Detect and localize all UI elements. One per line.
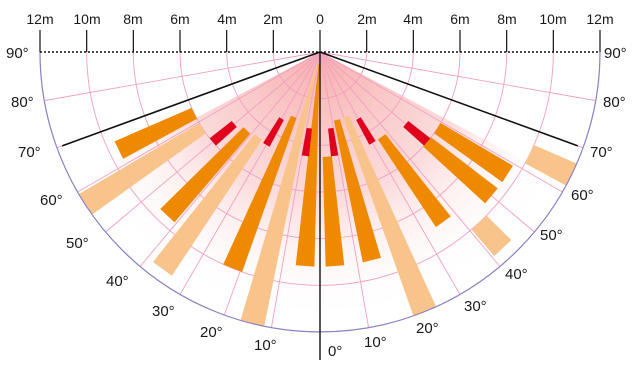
angle-label-right: 60°: [571, 187, 594, 204]
distance-label: 4m: [403, 11, 422, 27]
distance-label: 4m: [217, 11, 236, 27]
angle-label-left: 20°: [200, 324, 223, 341]
angle-labels-left: 90° 80° 70° 60° 50° 40° 30° 20° 10°: [6, 45, 277, 354]
distance-label: 6m: [170, 11, 189, 27]
detection-zone-far: [240, 63, 318, 327]
angle-label-left: 70°: [18, 144, 41, 161]
detection-zone-far: [471, 215, 512, 257]
detection-zone-far: [525, 145, 577, 186]
angle-label-bottom: 0°: [328, 343, 342, 360]
detection-zone-mid: [114, 107, 197, 159]
angle-grid-ray: [319, 51, 501, 267]
distance-label: 8m: [123, 11, 142, 27]
detection-zone-mid: [423, 137, 498, 204]
detection-zone-far: [152, 134, 263, 276]
detection-zone-far: [78, 123, 207, 215]
angle-grid-ray: [319, 51, 370, 328]
distance-label: 2m: [263, 11, 282, 27]
distance-label: 10m: [73, 11, 100, 27]
angle-label-right: 10°: [364, 334, 387, 351]
angle-label-right: 40°: [505, 266, 528, 283]
angle-grid-ray: [270, 51, 321, 328]
detection-zone-near: [356, 117, 376, 145]
distance-label: 6m: [450, 11, 469, 27]
angle-grid-ray: [319, 51, 596, 102]
distance-label: 8m: [497, 11, 516, 27]
distance-label: 0: [316, 11, 324, 27]
angle-labels-right: 90° 80° 70° 60° 50° 40° 30° 20° 10°: [364, 45, 627, 351]
detection-zone-near: [301, 127, 312, 157]
distance-label: 12m: [586, 11, 613, 27]
angle-label-left: 10°: [254, 337, 277, 354]
angle-grid-ray: [44, 51, 321, 102]
angle-grid-ray: [179, 51, 321, 295]
angle-label-left: 90°: [6, 45, 29, 62]
angle-label-right: 90°: [604, 45, 627, 62]
angle-label-right: 30°: [464, 298, 487, 315]
angle-grid-ray: [139, 51, 321, 267]
detection-zone-near: [209, 120, 237, 146]
detection-zone-mid: [333, 119, 381, 263]
detection-zone-mid: [223, 115, 297, 272]
angle-label-left: 60°: [40, 192, 63, 209]
distance-label: 10m: [539, 11, 566, 27]
angle-label-right: 20°: [416, 320, 439, 337]
distance-label: 12m: [26, 11, 53, 27]
detection-zone-near: [263, 117, 284, 147]
angle-grid-ray: [319, 51, 461, 295]
distance-labels: 12m 10m 8m 6m 4m 2m 0 2m 4m 6m 8m 10m 12…: [26, 11, 613, 27]
angle-label-left: 50°: [66, 235, 89, 252]
boundary-line-left: [61, 51, 321, 147]
detection-zone-mid: [160, 127, 251, 223]
distance-ticks: [39, 30, 601, 52]
angle-label-right: 70°: [590, 144, 613, 161]
angle-label-left: 80°: [11, 94, 34, 111]
angle-grid-ray: [105, 51, 321, 233]
detection-zone-near: [328, 127, 339, 157]
detection-zone-near: [403, 120, 431, 146]
angle-label-left: 30°: [152, 303, 175, 320]
angle-label-right: 80°: [603, 94, 626, 111]
detection-zone-mid: [295, 63, 320, 267]
angle-grid-ray: [319, 51, 563, 193]
angle-label-right: 50°: [540, 227, 563, 244]
detection-zone-far: [343, 115, 437, 316]
detection-zone-mid: [377, 134, 451, 228]
angle-grid-ray: [77, 51, 321, 193]
boundary-line-right: [319, 51, 579, 147]
detection-zone-mid: [322, 156, 345, 267]
distance-label: 2m: [357, 11, 376, 27]
angle-label-left: 40°: [106, 273, 129, 290]
detection-zone-mid: [433, 123, 514, 183]
detection-zones: [78, 63, 577, 327]
